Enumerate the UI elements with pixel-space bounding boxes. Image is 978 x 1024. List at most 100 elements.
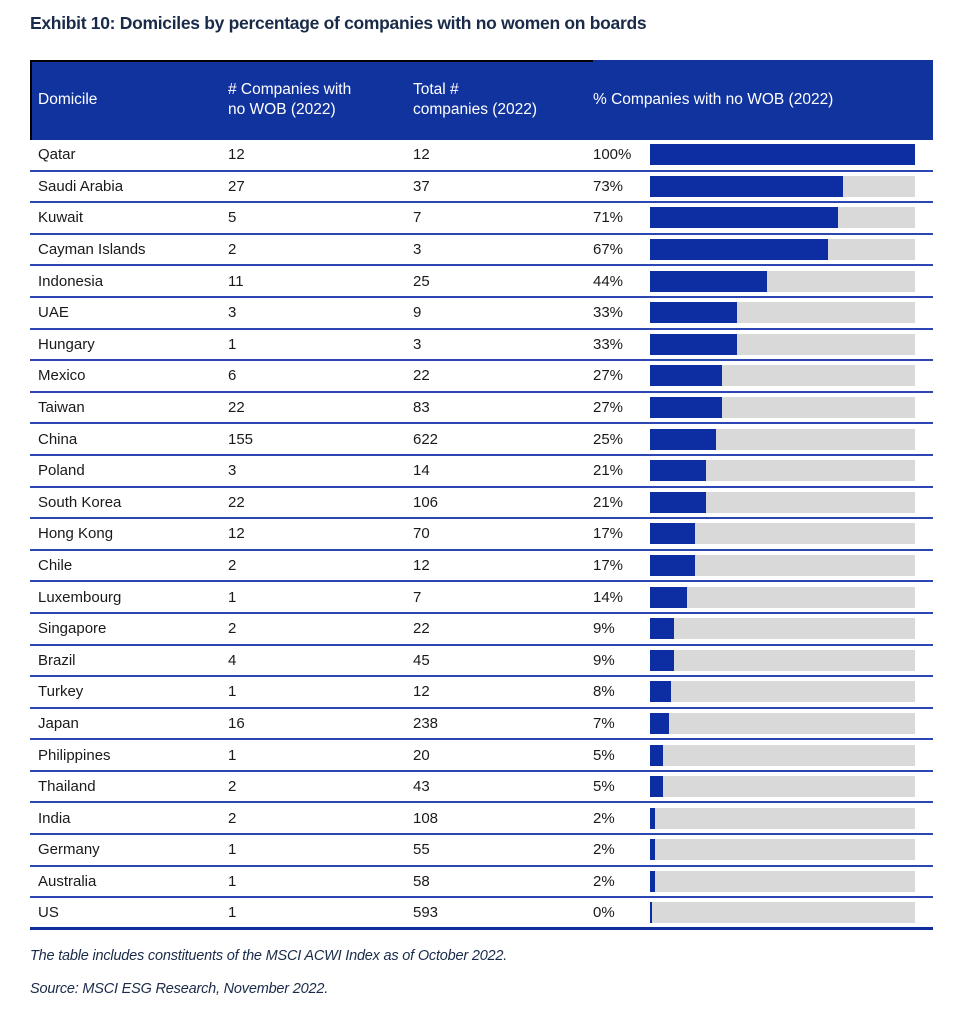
pct-value-cell: 2% [593,841,615,859]
pct-value-cell: 33% [593,335,624,353]
total-count-cell: 20 [413,746,430,764]
bar-fill [650,144,915,166]
pct-value-cell: 21% [593,493,624,511]
domicile-cell: US [38,904,59,922]
domicile-cell: Germany [38,841,100,859]
pct-bar-cell [650,839,915,861]
bar-track [650,870,915,892]
domicile-cell: Thailand [38,778,96,796]
pct-value-cell: 2% [593,872,615,890]
pct-bar-cell [650,523,915,545]
total-count-cell: 106 [413,493,439,511]
table-row: Kuwait 5 7 71% [30,203,933,235]
table-row: India 2 108 2% [30,803,933,836]
total-count-cell: 622 [413,430,439,448]
bar-track [650,365,915,387]
bar-fill [650,302,738,324]
pct-bar-cell [650,870,915,892]
total-count-cell: 70 [413,525,430,543]
domicile-cell: Philippines [38,746,111,764]
bar-fill [650,555,696,577]
no-wob-count-cell: 155 [228,430,254,448]
bar-track [650,712,915,734]
total-count-cell: 7 [413,588,422,606]
domicile-cell: Hong Kong [38,525,114,543]
bar-fill [650,270,767,292]
table-row: Hong Kong 12 70 17% [30,519,933,551]
no-wob-count-cell: 1 [228,872,237,890]
table-row: Hungary 1 3 33% [30,329,933,362]
domicile-cell: Kuwait [38,209,84,227]
pct-value-cell: 8% [593,683,615,701]
pct-bar-cell [650,365,915,387]
domicile-cell: Cayman Islands [38,241,146,259]
pct-bar-cell [650,618,915,640]
total-count-cell: 3 [413,241,422,259]
bar-fill [650,776,664,798]
pct-bar-cell [650,144,915,166]
pct-value-cell: 9% [593,651,615,669]
bar-track [650,239,915,261]
table-row: Saudi Arabia 27 37 73% [30,171,933,204]
bar-track [650,902,915,924]
pct-bar-cell [650,333,915,355]
total-count-cell: 9 [413,304,422,322]
bar-fill [650,523,696,545]
pct-value-cell: 21% [593,462,624,480]
domicile-cell: China [38,430,78,448]
no-wob-count-cell: 4 [228,651,237,669]
total-count-cell: 43 [413,778,430,796]
bar-fill [650,586,688,608]
footnote-index-constituents: The table includes constituents of the M… [30,948,508,964]
pct-value-cell: 73% [593,177,624,195]
table-row: Turkey 1 12 8% [30,677,933,709]
bar-track [650,302,915,324]
table-row: Brazil 4 45 9% [30,645,933,678]
domicile-cell: Chile [38,557,73,575]
bar-fill [650,618,674,640]
pct-value-cell: 17% [593,557,624,575]
exhibit-title: Exhibit 10: Domiciles by percentage of c… [30,13,647,33]
total-count-cell: 22 [413,367,430,385]
bar-track [650,428,915,450]
domicile-cell: UAE [38,304,69,322]
bar-fill [650,744,664,766]
table-row: Poland 3 14 21% [30,455,933,488]
no-wob-count-cell: 27 [228,177,245,195]
total-count-cell: 22 [413,620,430,638]
no-wob-count-cell: 2 [228,809,237,827]
pct-bar-cell [650,586,915,608]
domicile-cell: Qatar [38,146,76,164]
no-wob-count-cell: 6 [228,367,237,385]
pct-value-cell: 33% [593,304,624,322]
bar-fill [650,902,652,924]
bar-fill [650,207,839,229]
table-row: Germany 1 55 2% [30,835,933,867]
total-count-cell: 25 [413,272,430,290]
no-wob-count-cell: 12 [228,525,245,543]
no-wob-count-cell: 3 [228,304,237,322]
domicile-cell: South Korea [38,493,122,511]
domicile-wob-table: Domicile # Companies with no WOB (2022) … [30,60,933,930]
bar-fill [650,712,669,734]
pct-value-cell: 5% [593,778,615,796]
bar-track [650,744,915,766]
domicile-cell: Brazil [38,651,76,669]
pct-bar-cell [650,681,915,703]
column-header-domicile: Domicile [38,90,98,108]
pct-bar-cell [650,270,915,292]
pct-value-cell: 5% [593,746,615,764]
column-header-pct-no-wob: % Companies with no WOB (2022) [593,90,834,108]
no-wob-count-cell: 1 [228,588,237,606]
header-left-accent-border [30,60,32,140]
pct-bar-cell [650,902,915,924]
bar-track [650,618,915,640]
bar-track [650,270,915,292]
bar-fill [650,460,706,482]
pct-value-cell: 14% [593,588,624,606]
table-row: UAE 3 9 33% [30,297,933,330]
pct-bar-cell [650,807,915,829]
table-row: China 155 622 25% [30,424,933,456]
bar-track [650,333,915,355]
domicile-cell: Luxembourg [38,588,122,606]
